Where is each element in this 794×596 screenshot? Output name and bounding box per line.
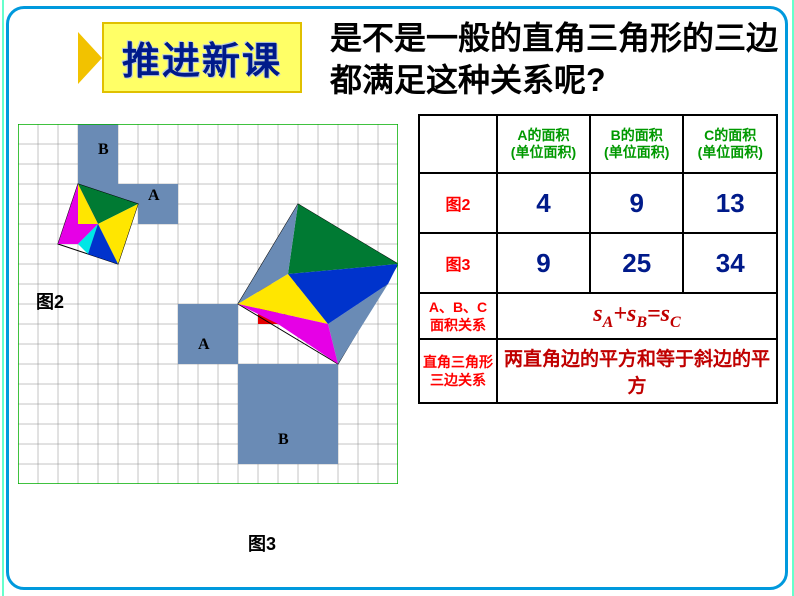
fig3-label-a: A: [198, 336, 210, 353]
table-corner: [419, 115, 497, 173]
table-header-row: A的面积(单位面积) B的面积(单位面积) C的面积(单位面积): [419, 115, 777, 173]
cell-fig3-b: 25: [590, 233, 684, 293]
slide: 推进新课 是不是一般的直角三角形的三边都满足这种关系呢? A B: [0, 0, 794, 596]
grid-svg: A B C A B: [18, 124, 398, 484]
fig3-caption: 图3: [248, 530, 276, 556]
cell-fig2-c: 13: [683, 173, 777, 233]
relation-formula: sA+sB=sC: [497, 293, 777, 339]
cell-fig3-c: 34: [683, 233, 777, 293]
fig2-label-b: B: [98, 141, 109, 158]
banner-arrow-icon: [78, 32, 102, 84]
fig2-label-a: A: [148, 187, 160, 204]
table-row: 图2 4 9 13: [419, 173, 777, 233]
figures-area: A B C A B: [18, 124, 413, 504]
row-label-fig2: 图2: [419, 173, 497, 233]
table-row-relation: A、B、C面积关系 sA+sB=sC: [419, 293, 777, 339]
fig2-caption: 图2: [36, 288, 64, 314]
area-table: A的面积(单位面积) B的面积(单位面积) C的面积(单位面积) 图2 4 9 …: [418, 114, 778, 404]
question-text: 是不是一般的直角三角形的三边都满足这种关系呢?: [330, 18, 780, 101]
cell-fig3-a: 9: [497, 233, 590, 293]
cell-fig2-a: 4: [497, 173, 590, 233]
cell-fig2-b: 9: [590, 173, 684, 233]
section-banner: 推进新课: [78, 22, 302, 93]
table-row-conclusion: 直角三角形三边关系 两直角边的平方和等于斜边的平方: [419, 339, 777, 403]
col-header-b: B的面积(单位面积): [590, 115, 684, 173]
row-label-triangle: 直角三角形三边关系: [419, 339, 497, 403]
col-header-c: C的面积(单位面积): [683, 115, 777, 173]
row-label-relation: A、B、C面积关系: [419, 293, 497, 339]
fig3-label-b: B: [278, 431, 289, 448]
row-label-fig3: 图3: [419, 233, 497, 293]
col-header-a: A的面积(单位面积): [497, 115, 590, 173]
table-row: 图3 9 25 34: [419, 233, 777, 293]
banner-text: 推进新课: [102, 22, 302, 93]
triangle-conclusion: 两直角边的平方和等于斜边的平方: [497, 339, 777, 403]
decor-line-left: [2, 0, 4, 596]
